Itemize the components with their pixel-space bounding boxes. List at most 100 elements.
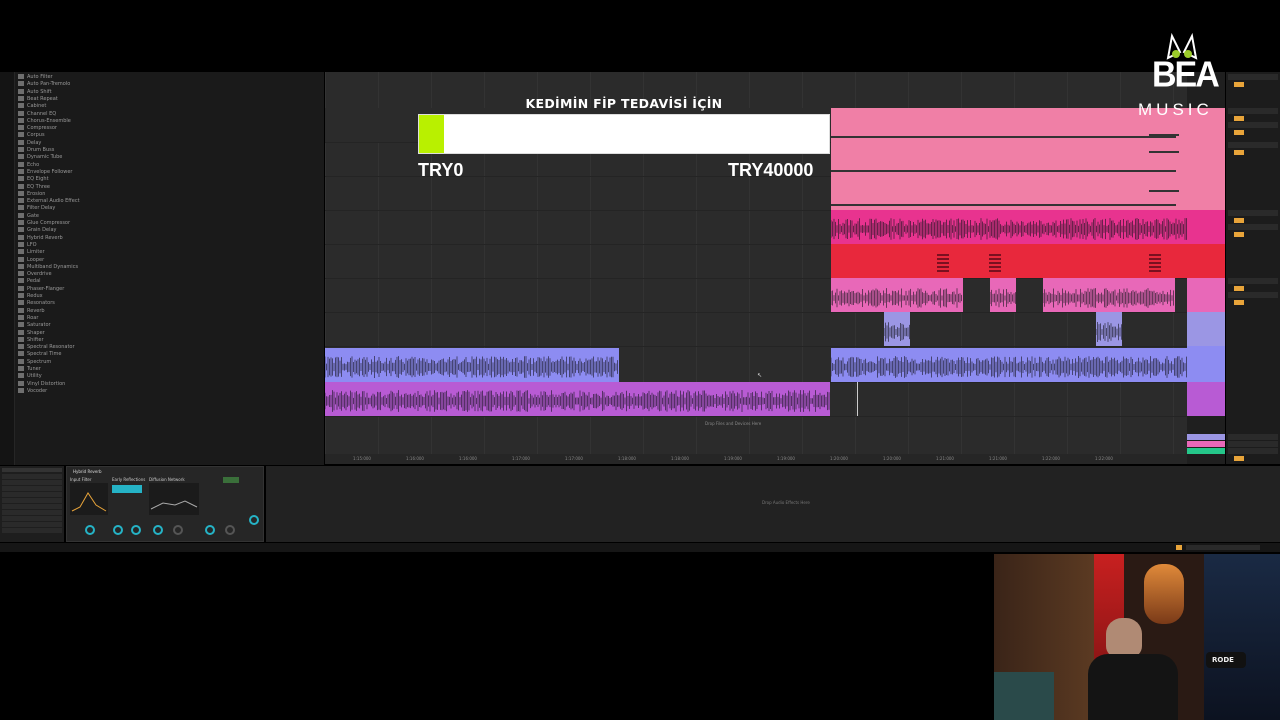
browser-item[interactable]: Overdrive <box>18 271 138 278</box>
monitor-button[interactable] <box>1234 232 1244 237</box>
track-header[interactable] <box>1187 382 1225 416</box>
reflections-display[interactable] <box>112 485 142 493</box>
master-track[interactable] <box>1187 448 1225 454</box>
io-selector[interactable] <box>1228 122 1278 128</box>
browser-item[interactable]: Echo <box>18 161 138 169</box>
browser-item[interactable]: Dynamic Tube <box>18 154 138 161</box>
midi-clip[interactable] <box>831 142 1187 176</box>
io-selector[interactable] <box>1228 278 1278 284</box>
decay-knob[interactable] <box>153 525 163 535</box>
monitor-button[interactable] <box>1234 130 1244 135</box>
browser-item[interactable]: Shaper <box>18 329 138 337</box>
diffusion-display[interactable] <box>149 483 199 515</box>
io-selector[interactable] <box>1228 292 1278 298</box>
browser-item[interactable]: Spectral Resonator <box>18 344 138 351</box>
density-knob[interactable] <box>225 525 235 535</box>
track-header[interactable] <box>1187 244 1225 278</box>
current-clip-field[interactable] <box>1186 545 1260 550</box>
browser-item[interactable]: Saturator <box>18 322 138 329</box>
monitor-button[interactable] <box>1234 456 1244 461</box>
midi-clip[interactable] <box>831 108 1187 142</box>
audio-clip[interactable] <box>831 278 963 312</box>
browser-item[interactable]: Vocoder <box>18 387 138 395</box>
browser-item[interactable]: EQ Eight <box>18 176 138 183</box>
mode-toggle[interactable] <box>223 477 239 483</box>
browser-item[interactable]: Compressor <box>18 125 138 132</box>
audio-clip[interactable] <box>831 210 1187 244</box>
io-selector[interactable] <box>1228 448 1278 454</box>
smooth-knob[interactable] <box>113 525 123 535</box>
browser-item[interactable]: LFO <box>18 241 138 249</box>
freeze-knob[interactable] <box>173 525 183 535</box>
browser-item[interactable]: Grain Delay <box>18 227 138 234</box>
browser-item[interactable]: Gate <box>18 212 138 220</box>
timeline-ruler[interactable]: 1:15:000 1:16:000 1:16:000 1:17:000 1:17:000… <box>325 454 1187 464</box>
browser-item[interactable]: EQ Three <box>18 183 138 191</box>
audio-clip[interactable] <box>325 382 830 416</box>
browser-item[interactable]: Multiband Dynamics <box>18 263 138 271</box>
browser-item[interactable]: Erosion <box>18 190 138 198</box>
monitor-button[interactable] <box>1234 218 1244 223</box>
browser-item[interactable]: Glue Compressor <box>18 220 138 227</box>
midi-clip[interactable] <box>831 176 1187 210</box>
browser-item[interactable]: Delay <box>18 139 138 147</box>
track-header[interactable] <box>1187 312 1225 346</box>
browser-category-gutter[interactable] <box>0 72 15 465</box>
monitor-button[interactable] <box>1234 116 1244 121</box>
io-selector[interactable] <box>1228 434 1278 440</box>
browser-item[interactable]: Limiter <box>18 249 138 256</box>
io-selector[interactable] <box>1228 210 1278 216</box>
browser-item[interactable]: External Audio Effect <box>18 198 138 205</box>
audio-clip[interactable] <box>990 278 1016 312</box>
browser-item[interactable]: Envelope Follower <box>18 168 138 176</box>
track-header[interactable] <box>1187 210 1225 244</box>
hybrid-reverb-device[interactable]: Hybrid Reverb Input Filter Early Reflect… <box>66 466 264 542</box>
monitor-button[interactable] <box>1234 286 1244 291</box>
dry-wet-knob[interactable] <box>249 515 259 525</box>
browser-item[interactable]: Hybrid Reverb <box>18 234 138 242</box>
browser-item[interactable]: Tuner <box>18 366 138 373</box>
filter-display[interactable] <box>70 483 108 515</box>
audio-clip[interactable] <box>884 312 910 346</box>
io-selector[interactable] <box>1228 142 1278 148</box>
browser-item[interactable]: Channel EQ <box>18 110 138 118</box>
browser-item[interactable]: Resonators <box>18 300 138 307</box>
browser-item[interactable]: Filter Delay <box>18 205 138 212</box>
audio-clip[interactable] <box>1043 278 1175 312</box>
return-track[interactable] <box>1187 434 1225 440</box>
browser-item[interactable]: Spectral Time <box>18 351 138 358</box>
size-knob[interactable] <box>131 525 141 535</box>
io-selector[interactable] <box>1228 441 1278 447</box>
browser-item[interactable]: Phaser-Flanger <box>18 285 138 293</box>
browser-item[interactable]: Auto Shift <box>18 88 138 96</box>
browser-item[interactable]: Roar <box>18 314 138 322</box>
monitor-button[interactable] <box>1234 150 1244 155</box>
browser-item[interactable]: Auto Pan-Tremolo <box>18 81 138 88</box>
return-track[interactable] <box>1187 441 1225 447</box>
browser-item[interactable]: Corpus <box>18 132 138 139</box>
track-header[interactable] <box>1187 346 1225 382</box>
audio-clip[interactable] <box>1096 312 1122 346</box>
browser-item[interactable]: Cabinet <box>18 103 138 110</box>
stereo-knob[interactable] <box>205 525 215 535</box>
audio-clip[interactable] <box>325 348 619 382</box>
io-selector[interactable] <box>1228 74 1278 80</box>
browser-item[interactable]: Reverb <box>18 307 138 315</box>
browser-item[interactable]: Shifter <box>18 336 138 344</box>
monitor-button[interactable] <box>1234 82 1244 87</box>
audio-clip[interactable] <box>831 348 1187 382</box>
browser-item[interactable]: Utility <box>18 373 138 380</box>
io-selector[interactable] <box>1228 224 1278 230</box>
browser-item[interactable]: Vinyl Distortion <box>18 380 138 388</box>
browser-item[interactable]: Redux <box>18 293 138 300</box>
browser-item[interactable]: Spectrum <box>18 358 138 366</box>
browser-item[interactable]: Drum Buss <box>18 147 138 154</box>
track-header[interactable] <box>1187 108 1225 210</box>
predelay-knob[interactable] <box>85 525 95 535</box>
browser-item[interactable]: Looper <box>18 256 138 264</box>
browser-item[interactable]: Chorus-Ensemble <box>18 117 138 125</box>
browser-item[interactable]: Pedal <box>18 278 138 285</box>
midi-clip[interactable] <box>831 244 1187 278</box>
monitor-button[interactable] <box>1234 300 1244 305</box>
browser-item[interactable]: Beat Repeat <box>18 95 138 103</box>
